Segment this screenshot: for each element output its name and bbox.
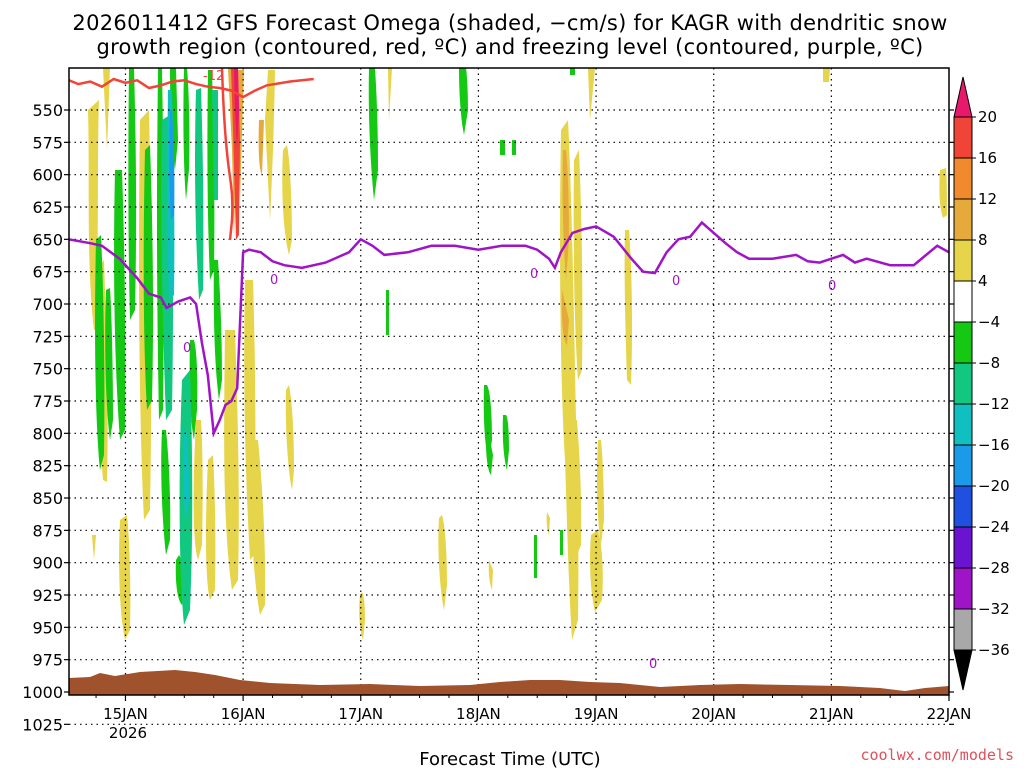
colorbar-segment-11 bbox=[953, 526, 973, 569]
colorbar-segment-9 bbox=[953, 444, 973, 487]
ytick-label-925: 925 bbox=[32, 586, 63, 605]
colorbar-segment-7 bbox=[953, 362, 973, 405]
chart-title-line2: growth region (contoured, red, ºC) and f… bbox=[96, 35, 923, 59]
dgz-contour-vertical bbox=[220, 68, 234, 241]
ytick-label-900: 900 bbox=[32, 554, 63, 573]
freezing-label-1: 0 bbox=[183, 341, 191, 356]
xtick-label-19JAN: 19JAN bbox=[574, 705, 619, 723]
ytick-label-625: 625 bbox=[32, 198, 63, 217]
ytick-label-700: 700 bbox=[32, 295, 63, 314]
colorbar-bottom-arrow bbox=[953, 649, 973, 691]
ytick-label-650: 650 bbox=[32, 230, 63, 249]
plot-area: -12 0 0 0 0 0 0 bbox=[68, 67, 950, 725]
pressure-axis: 550 575 600 625 650 675 700 725 750 775 800 825 850 8… bbox=[22, 101, 954, 734]
freezing-label-2: 0 bbox=[270, 273, 278, 288]
xtick-label-15JAN: 15JAN bbox=[103, 705, 148, 723]
xtick-label-20JAN: 20JAN bbox=[691, 705, 736, 723]
surface-terrain bbox=[69, 670, 949, 695]
chart-title-line1: 2026011412 GFS Forecast Omega (shaded, −… bbox=[72, 11, 947, 35]
colorbar-label-9: −20 bbox=[978, 477, 1010, 495]
freezing-label-5: 0 bbox=[828, 279, 836, 294]
colorbar-top-arrow bbox=[953, 76, 973, 118]
x-year-label: 2026 bbox=[109, 724, 147, 742]
colorbar-segment-10 bbox=[953, 485, 973, 528]
xtick-label-17JAN: 17JAN bbox=[338, 705, 383, 723]
ytick-label-850: 850 bbox=[32, 489, 63, 508]
ytick-label-875: 875 bbox=[32, 521, 63, 540]
ytick-label-750: 750 bbox=[32, 360, 63, 379]
ytick-label-600: 600 bbox=[32, 166, 63, 185]
xtick-label-16JAN: 16JAN bbox=[221, 705, 266, 723]
colorbar-label-5: −4 bbox=[978, 313, 1000, 331]
colorbar-label-7: −12 bbox=[978, 395, 1010, 413]
colorbar-segment-5 bbox=[953, 280, 973, 323]
ytick-label-675: 675 bbox=[32, 263, 63, 282]
ytick-label-1000: 1000 bbox=[22, 683, 63, 702]
colorbar-label-12: −32 bbox=[978, 600, 1010, 618]
omega-teal-region bbox=[161, 88, 218, 625]
ytick-label-1025: 1025 bbox=[22, 715, 63, 734]
colorbar-label-11: −28 bbox=[978, 559, 1010, 577]
source-credit: coolwx.com/models bbox=[860, 746, 1014, 764]
colorbar-segment-1 bbox=[953, 116, 973, 159]
dgz-contour bbox=[69, 77, 314, 99]
xtick-label-18JAN: 18JAN bbox=[456, 705, 501, 723]
colorbar-segment-3 bbox=[953, 198, 973, 241]
colorbar-segment-8 bbox=[953, 403, 973, 446]
colorbar-label-0: 20 bbox=[978, 108, 997, 126]
ytick-label-725: 725 bbox=[32, 327, 63, 346]
colorbar-segment-6 bbox=[953, 321, 973, 364]
colorbar-label-13: −36 bbox=[978, 641, 1010, 659]
colorbar-label-3: 8 bbox=[978, 231, 988, 249]
ytick-label-825: 825 bbox=[32, 457, 63, 476]
omega-blue-region bbox=[169, 110, 175, 220]
freezing-level-labels: 0 0 0 0 0 0 bbox=[183, 267, 836, 672]
ytick-label-550: 550 bbox=[32, 101, 63, 120]
colorbar-segment-4 bbox=[953, 239, 973, 282]
colorbar-segment-13 bbox=[953, 608, 973, 651]
freezing-label-3: 0 bbox=[530, 267, 538, 282]
dgz-contour-label: -12 bbox=[203, 69, 224, 84]
omega-shading bbox=[88, 68, 947, 640]
ytick-label-575: 575 bbox=[32, 133, 63, 152]
ytick-label-800: 800 bbox=[32, 424, 63, 443]
time-gridlines bbox=[124, 68, 832, 695]
plot-frame bbox=[68, 67, 950, 696]
freezing-label-6: 0 bbox=[649, 657, 657, 672]
x-axis-label: Forecast Time (UTC) bbox=[419, 749, 600, 768]
omega-magenta-region bbox=[234, 68, 239, 150]
colorbar-label-1: 16 bbox=[978, 149, 997, 167]
colorbar-segment-12 bbox=[953, 567, 973, 610]
time-axis: 15JAN 16JAN 17JAN 18JAN 19JAN 20JAN 21JAN 22JAN bbox=[95, 695, 972, 723]
freezing-level-contour bbox=[69, 220, 949, 439]
colorbar-labels: 20 16 12 8 4 −4 −8 −12 −16 −20 −24 −28 −32 −36 bbox=[972, 108, 1010, 659]
colorbar-label-10: −24 bbox=[978, 518, 1010, 536]
freezing-label-4: 0 bbox=[672, 274, 680, 289]
colorbar-label-8: −16 bbox=[978, 436, 1010, 454]
ytick-label-775: 775 bbox=[32, 392, 63, 411]
colorbar-segment-2 bbox=[953, 157, 973, 200]
ytick-label-975: 975 bbox=[32, 651, 63, 670]
colorbar-label-6: −8 bbox=[978, 354, 1000, 372]
colorbar bbox=[953, 76, 973, 691]
colorbar-label-2: 12 bbox=[978, 190, 997, 208]
xtick-label-22JAN: 22JAN bbox=[927, 705, 972, 723]
colorbar-label-4: 4 bbox=[978, 272, 988, 290]
ytick-label-950: 950 bbox=[32, 618, 63, 637]
xtick-label-21JAN: 21JAN bbox=[809, 705, 854, 723]
